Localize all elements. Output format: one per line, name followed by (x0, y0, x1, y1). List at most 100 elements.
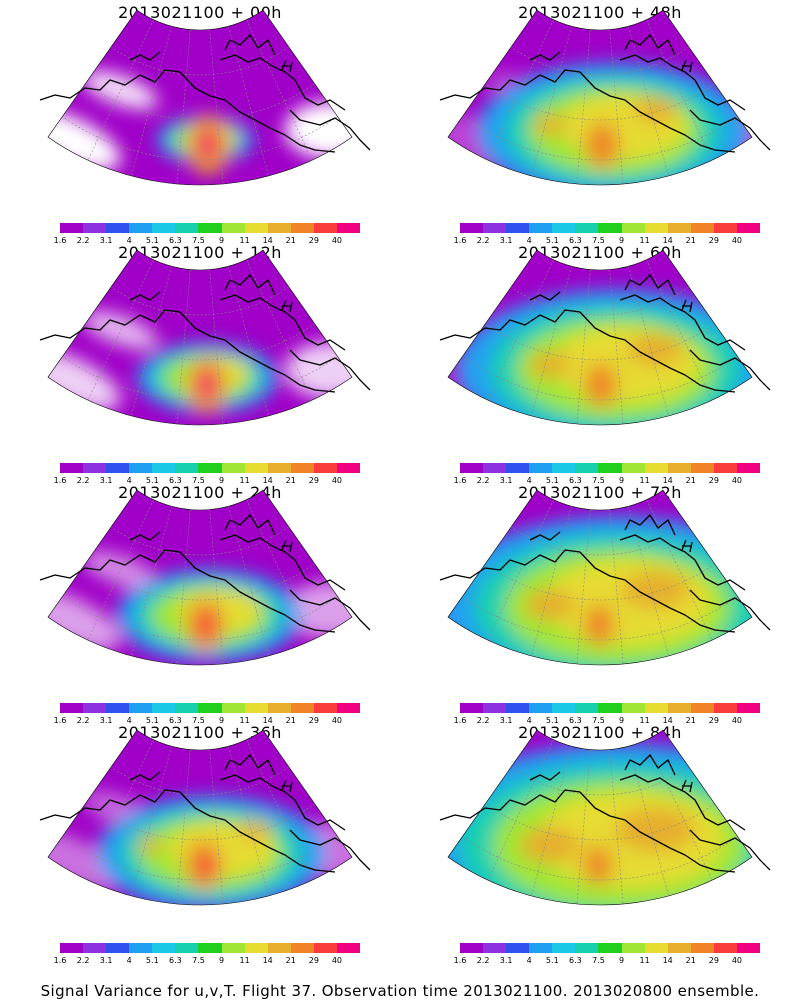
colorbar-swatch (175, 463, 199, 473)
colorbar-tick-label: 40 (731, 236, 743, 245)
map-panel: 2013021100 + 48h 1.6 2.2 3.1 4 5.1 6.3 7.5 9 11 14… (400, 0, 800, 245)
colorbar-tick-label: 40 (331, 716, 343, 725)
variance-map (39, 249, 371, 426)
variance-map (39, 9, 371, 186)
panel-title: 2013021100 + 24h (118, 483, 282, 502)
colorbar-tick-label: 4 (126, 956, 132, 965)
colorbar-swatch (552, 223, 576, 233)
colorbar-swatch (313, 463, 337, 473)
colorbar-tick-label: 4 (526, 956, 532, 965)
colorbar-tick-label: 21 (685, 236, 696, 245)
colorbar-tick-label: 2.2 (76, 956, 90, 965)
colorbar-swatch (244, 463, 268, 473)
colorbar-tick-label: 11 (639, 236, 650, 245)
panel-title: 2013021100 + 00h (118, 3, 282, 22)
colorbar-tick-label: 1.6 (53, 716, 67, 725)
colorbar-tick-label: 21 (285, 236, 296, 245)
colorbar-tick-label: 40 (331, 236, 343, 245)
colorbar-tick-label: 9 (618, 476, 625, 485)
colorbar-tick-label: 29 (708, 716, 719, 725)
colorbar-swatch (267, 943, 291, 953)
colorbar-tick-label: 2.2 (76, 716, 90, 725)
colorbar-swatch (552, 703, 576, 713)
colorbar-swatch (529, 703, 553, 713)
variance-map (439, 729, 771, 906)
variance-map (439, 489, 771, 666)
colorbar-tick-label: 3.1 (99, 236, 113, 245)
map-panel: 2013021100 + 60h 1.6 2.2 3.1 4 5.1 6.3 7.5 9 11 14… (400, 240, 800, 485)
colorbar-tick-label: 21 (285, 476, 296, 485)
variance-map (439, 249, 771, 426)
colorbar-tick-label: 1.6 (453, 716, 467, 725)
colorbar-tick-label: 11 (239, 956, 250, 965)
colorbar-tick-label: 2.2 (76, 236, 90, 245)
colorbar-swatch (460, 463, 484, 473)
colorbar-labels: 1.6 2.2 3.1 4 5.1 6.3 7.5 9 11 14 21 29 40 (54, 956, 360, 966)
colorbar-swatch (198, 703, 222, 713)
colorbar-swatch (575, 943, 599, 953)
colorbar-swatch (575, 463, 599, 473)
colorbar-swatch (644, 463, 668, 473)
colorbar-tick-label: 3.1 (99, 716, 113, 725)
colorbar-tick-label: 1.6 (53, 956, 67, 965)
colorbar-labels: 1.6 2.2 3.1 4 5.1 6.3 7.5 9 11 14 21 29 40 (54, 236, 360, 246)
colorbar-swatch (690, 943, 714, 953)
colorbar-tick-label: 6.3 (169, 476, 182, 485)
colorbar-tick-label: 21 (285, 716, 296, 725)
colorbar-tick-label: 2.2 (476, 716, 490, 725)
panel-title: 2013021100 + 36h (118, 723, 282, 742)
colorbar-swatch (290, 463, 314, 473)
colorbar-swatch (690, 703, 714, 713)
panel-title: 2013021100 + 12h (118, 243, 282, 262)
colorbar-tick-label: 9 (218, 476, 225, 485)
colorbar-tick-label: 40 (331, 476, 343, 485)
colorbar-tick-label: 14 (262, 476, 273, 485)
colorbar-tick-label: 5.1 (545, 716, 559, 725)
colorbar-swatch (506, 703, 530, 713)
colorbar-swatch (175, 703, 199, 713)
colorbar (60, 223, 361, 233)
colorbar-swatch (290, 223, 314, 233)
colorbar-swatch (460, 223, 484, 233)
colorbar-tick-label: 3.1 (499, 716, 513, 725)
map-panel: 2013021100 + 00h 1.6 2.2 3.1 4 5.1 6.3 7.5 9 11 14… (0, 0, 400, 245)
colorbar-tick-label: 9 (218, 956, 225, 965)
colorbar-tick-label: 7.5 (192, 236, 205, 245)
colorbar-swatch (736, 463, 761, 473)
colorbar-labels: 1.6 2.2 3.1 4 5.1 6.3 7.5 9 11 14 21 29 40 (54, 716, 360, 726)
colorbar-swatch (575, 223, 599, 233)
colorbar-tick-label: 3.1 (499, 956, 513, 965)
colorbar-swatch (221, 703, 245, 713)
colorbar-tick-label: 4 (126, 476, 132, 485)
colorbar-swatch (83, 703, 107, 713)
colorbar-tick-label: 29 (308, 716, 319, 725)
colorbar-swatch (460, 943, 484, 953)
colorbar-tick-label: 7.5 (192, 716, 205, 725)
colorbar-swatch (483, 463, 507, 473)
colorbar-swatch (644, 943, 668, 953)
colorbar-tick-label: 6.3 (169, 956, 182, 965)
colorbar-swatch (221, 463, 245, 473)
colorbar-tick-label: 21 (685, 956, 696, 965)
colorbar-tick-label: 5.1 (145, 236, 159, 245)
colorbar-swatch (529, 463, 553, 473)
colorbar-tick-label: 9 (618, 956, 625, 965)
colorbar-swatch (129, 703, 153, 713)
colorbar-swatch (60, 943, 84, 953)
colorbar-swatch (621, 463, 645, 473)
colorbar-swatch (483, 703, 507, 713)
colorbar-tick-label: 40 (331, 956, 343, 965)
variance-map (39, 729, 371, 906)
colorbar-swatch (336, 943, 361, 953)
colorbar-swatch (598, 943, 622, 953)
colorbar (460, 943, 761, 953)
colorbar-tick-label: 9 (618, 716, 625, 725)
colorbar-tick-label: 6.3 (169, 716, 182, 725)
colorbar-swatch (129, 463, 153, 473)
colorbar-swatch (713, 943, 737, 953)
colorbar-tick-label: 1.6 (453, 236, 467, 245)
colorbar-swatch (483, 223, 507, 233)
colorbar-tick-label: 6.3 (569, 476, 582, 485)
colorbar-swatch (621, 223, 645, 233)
colorbar-tick-label: 5.1 (545, 956, 559, 965)
